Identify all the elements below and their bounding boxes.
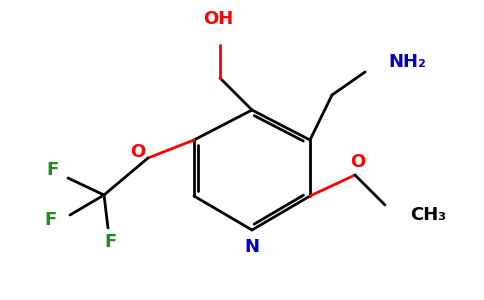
Text: N: N	[244, 238, 259, 256]
Text: F: F	[46, 161, 58, 179]
Text: F: F	[44, 211, 56, 229]
Text: CH₃: CH₃	[410, 206, 446, 224]
Text: O: O	[130, 143, 146, 161]
Text: F: F	[104, 233, 116, 251]
Text: NH₂: NH₂	[388, 53, 426, 71]
Text: OH: OH	[203, 10, 233, 28]
Text: O: O	[350, 153, 365, 171]
